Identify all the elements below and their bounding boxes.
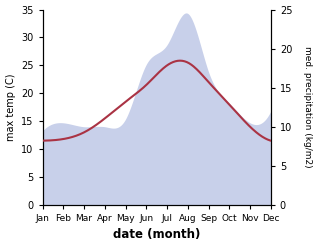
Y-axis label: med. precipitation (kg/m2): med. precipitation (kg/m2) — [303, 46, 313, 168]
X-axis label: date (month): date (month) — [113, 228, 200, 242]
Y-axis label: max temp (C): max temp (C) — [5, 73, 16, 141]
